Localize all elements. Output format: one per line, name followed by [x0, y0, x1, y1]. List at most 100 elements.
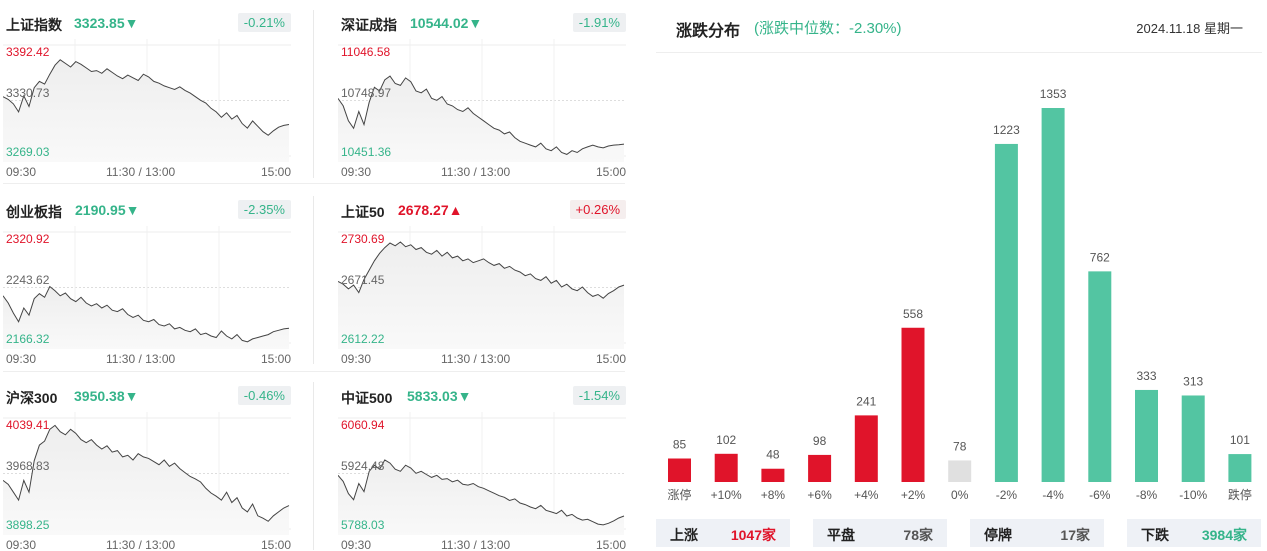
distribution-median: (涨跌中位数：-2.30%): [754, 20, 902, 37]
chart-low-label: 5788.03: [341, 518, 385, 532]
index-value-number: 3950.38: [74, 388, 125, 404]
distribution-date: 2024.11.18 星期一: [1136, 21, 1243, 36]
intraday-chart-svg: [338, 39, 626, 162]
arrow-down-icon: ▼: [124, 388, 139, 404]
chart-mid-label: 2243.62: [6, 273, 50, 287]
intraday-area: [338, 242, 624, 349]
distribution-bar: [901, 327, 925, 482]
distribution-bar: [1041, 108, 1065, 482]
index-name: 上证指数: [6, 17, 62, 33]
intraday-area: [3, 286, 289, 349]
bar-category-label: 跌停: [1228, 487, 1252, 502]
arrow-up-icon: ▲: [448, 202, 463, 218]
chart-low-label: 2166.32: [6, 332, 50, 346]
row-divider: [3, 183, 625, 184]
distribution-bar: [948, 460, 972, 482]
time-end: 15:00: [260, 538, 291, 551]
chart-high-label: 6060.94: [341, 418, 385, 432]
chart-mid-label: 3330.73: [6, 86, 50, 100]
intraday-chart-svg: [338, 226, 626, 349]
chart-mid-label: 2671.45: [341, 273, 385, 287]
index-change-badge: -1.91%: [572, 13, 626, 32]
chart-high-label: 4039.41: [6, 418, 50, 432]
summary-suspended-value: 17家: [1060, 527, 1090, 543]
index-change-badge: -2.35%: [237, 200, 291, 219]
summary-down: 下跌 3984家: [1127, 519, 1261, 547]
time-axis: 09:30 11:30 / 13:00 15:00: [338, 352, 626, 368]
intraday-chart-svg: [3, 412, 291, 535]
time-mid: 11:30 / 13:00: [106, 352, 176, 366]
intraday-chart: 2730.69 2671.45 2612.22: [338, 226, 626, 349]
index-value-number: 2190.95: [75, 202, 126, 218]
intraday-chart: 3392.42 3330.73 3269.03: [3, 39, 291, 162]
chart-mid-label: 3968.83: [6, 459, 50, 473]
bar-value-label: 98: [813, 434, 827, 448]
index-name: 沪深300: [6, 390, 58, 406]
bar-value-label: 1223: [993, 123, 1020, 137]
index-change-badge: -0.21%: [237, 13, 291, 32]
intraday-area: [3, 59, 289, 162]
time-start: 09:30: [6, 538, 37, 551]
intraday-chart-svg: [3, 226, 291, 349]
index-value: 10544.02▼: [410, 15, 482, 31]
chart-mid-label: 10748.97: [341, 86, 392, 100]
index-name: 中证500: [341, 390, 393, 406]
index-card[interactable]: 上证50 2678.27▲ +0.26% 2730.69 2671.45 261…: [338, 192, 626, 370]
bar-category-label: 0%: [951, 488, 969, 502]
time-axis: 09:30 11:30 / 13:00 15:00: [338, 165, 626, 181]
distribution-bar: [1088, 271, 1112, 482]
intraday-line: [3, 59, 290, 136]
index-card-header: 沪深300 3950.38▼ -0.46%: [3, 378, 291, 408]
index-value: 5833.03▼: [407, 388, 471, 404]
bar-category-label: -8%: [1136, 488, 1158, 502]
chart-low-label: 3898.25: [6, 518, 50, 532]
time-mid: 11:30 / 13:00: [106, 538, 176, 551]
summary-up-label: 上涨: [670, 527, 698, 543]
chart-low-label: 3269.03: [6, 145, 50, 159]
index-name: 上证50: [341, 204, 385, 220]
bar-category-label: -6%: [1089, 488, 1111, 502]
column-divider: [313, 382, 314, 550]
intraday-chart-svg: [3, 39, 291, 162]
time-end: 15:00: [595, 352, 626, 366]
chart-high-label: 2320.92: [6, 232, 50, 246]
index-value-number: 5833.03: [407, 388, 458, 404]
intraday-line: [338, 459, 625, 526]
chart-mid-label: 5924.48: [341, 459, 385, 473]
time-start: 09:30: [6, 352, 37, 366]
index-name: 深证成指: [341, 17, 397, 33]
index-card[interactable]: 创业板指 2190.95▼ -2.35% 2320.92 2243.62 216…: [3, 192, 291, 370]
distribution-bar: [714, 453, 738, 482]
bar-category-label: -10%: [1179, 488, 1207, 502]
index-card[interactable]: 上证指数 3323.85▼ -0.21% 3392.42 3330.73 326…: [3, 5, 291, 183]
index-card[interactable]: 沪深300 3950.38▼ -0.46% 4039.41 3968.83 38…: [3, 378, 291, 551]
summary-suspended: 停牌 17家: [970, 519, 1104, 547]
time-axis: 09:30 11:30 / 13:00 15:00: [3, 538, 291, 551]
bar-category-label: -4%: [1042, 488, 1064, 502]
column-divider: [313, 196, 314, 364]
time-start: 09:30: [6, 165, 37, 179]
summary-flat-label: 平盘: [827, 527, 855, 543]
summary-down-value: 3984家: [1201, 527, 1247, 543]
time-start: 09:30: [341, 538, 372, 551]
index-value: 3323.85▼: [74, 15, 138, 31]
bar-value-label: 101: [1230, 433, 1250, 447]
index-card[interactable]: 中证500 5833.03▼ -1.54% 6060.94 5924.48 57…: [338, 378, 626, 551]
distribution-bar: [994, 143, 1018, 482]
time-start: 09:30: [341, 352, 372, 366]
bar-value-label: 85: [673, 438, 687, 452]
time-start: 09:30: [341, 165, 372, 179]
distribution-bar: [1135, 389, 1158, 482]
summary-suspended-label: 停牌: [984, 527, 1012, 543]
intraday-line: [3, 424, 290, 522]
arrow-down-icon: ▼: [124, 15, 139, 31]
distribution-bar: [761, 468, 785, 482]
index-value: 2190.95▼: [75, 202, 139, 218]
time-axis: 09:30 11:30 / 13:00 15:00: [3, 352, 291, 368]
bar-value-label: 558: [903, 307, 923, 321]
index-card-header: 中证500 5833.03▼ -1.54%: [338, 378, 626, 408]
intraday-line: [3, 285, 290, 343]
distribution-bar: [854, 415, 878, 482]
index-card[interactable]: 深证成指 10544.02▼ -1.91% 11046.58 10748.97 …: [338, 5, 626, 183]
